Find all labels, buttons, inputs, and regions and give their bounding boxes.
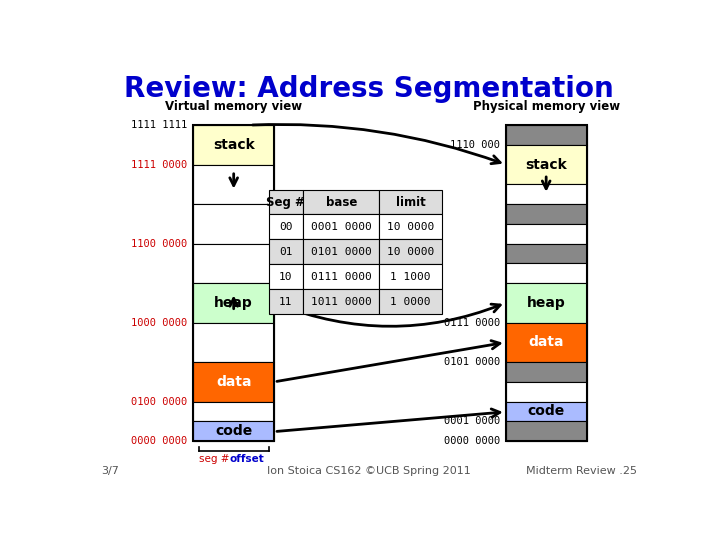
Bar — [505, 362, 587, 382]
Bar — [379, 289, 441, 314]
Bar — [505, 224, 587, 244]
Bar — [505, 382, 587, 402]
Text: 10 0000: 10 0000 — [387, 247, 434, 257]
Bar — [303, 190, 379, 214]
Text: 10: 10 — [279, 272, 292, 282]
Text: Virtual memory view: Virtual memory view — [165, 99, 302, 113]
Bar — [269, 214, 303, 239]
Text: heap: heap — [527, 296, 565, 310]
Text: 1000 0000: 1000 0000 — [131, 318, 188, 328]
Bar — [269, 289, 303, 314]
Text: data: data — [528, 335, 564, 349]
Bar — [505, 184, 587, 204]
Text: 0100 0000: 0100 0000 — [131, 396, 188, 407]
Bar — [505, 244, 587, 264]
Bar — [193, 125, 274, 165]
Text: data: data — [216, 375, 251, 389]
Bar — [193, 165, 274, 204]
Text: 0101 0000: 0101 0000 — [444, 357, 500, 367]
Bar — [193, 322, 274, 362]
Bar — [379, 265, 441, 289]
Text: code: code — [528, 404, 564, 418]
Text: heap: heap — [215, 296, 253, 310]
Bar — [193, 362, 274, 402]
Text: Midterm Review .25: Midterm Review .25 — [526, 467, 637, 476]
Bar — [193, 283, 274, 322]
Bar — [505, 402, 587, 421]
Bar — [303, 289, 379, 314]
Bar — [269, 265, 303, 289]
Text: limit: limit — [395, 195, 426, 208]
Text: 0001 0000: 0001 0000 — [311, 222, 372, 232]
Bar — [505, 421, 587, 441]
Text: 3/7: 3/7 — [101, 467, 119, 476]
Text: 10 0000: 10 0000 — [387, 222, 434, 232]
Bar — [193, 402, 274, 421]
Text: 1111 0000: 1111 0000 — [131, 160, 188, 170]
Text: 01: 01 — [279, 247, 292, 257]
Text: 1011 0000: 1011 0000 — [311, 297, 372, 307]
Bar — [379, 214, 441, 239]
Bar — [193, 421, 274, 441]
Bar — [269, 190, 303, 214]
Bar — [193, 204, 274, 244]
Text: 1110 000: 1110 000 — [450, 140, 500, 150]
Text: 1 0000: 1 0000 — [390, 297, 431, 307]
Bar — [193, 244, 274, 283]
Text: Ion Stoica CS162 ©UCB Spring 2011: Ion Stoica CS162 ©UCB Spring 2011 — [267, 467, 471, 476]
Text: offset: offset — [230, 454, 264, 463]
Bar — [505, 125, 587, 145]
Bar — [303, 214, 379, 239]
Text: 1 1000: 1 1000 — [390, 272, 431, 282]
Bar — [303, 239, 379, 265]
Text: 0000 0000: 0000 0000 — [131, 436, 188, 446]
Text: 0111 0000: 0111 0000 — [311, 272, 372, 282]
Text: seg #: seg # — [199, 454, 229, 463]
Bar — [505, 322, 587, 362]
Text: Review: Address Segmentation: Review: Address Segmentation — [124, 75, 614, 103]
Bar — [379, 190, 441, 214]
Text: 1111 1111: 1111 1111 — [131, 120, 188, 130]
Text: code: code — [215, 424, 252, 438]
Text: 11: 11 — [279, 297, 292, 307]
Bar — [379, 239, 441, 265]
Bar — [193, 125, 274, 441]
Text: Physical memory view: Physical memory view — [472, 99, 620, 113]
Text: 1100 0000: 1100 0000 — [131, 239, 188, 248]
Bar — [269, 239, 303, 265]
Text: Seg #: Seg # — [266, 195, 305, 208]
Bar — [505, 204, 587, 224]
Text: 0001 0000: 0001 0000 — [444, 416, 500, 427]
Bar — [505, 283, 587, 322]
Text: 00: 00 — [279, 222, 292, 232]
Bar — [505, 264, 587, 283]
Text: 0000 0000: 0000 0000 — [444, 436, 500, 446]
Bar — [505, 145, 587, 184]
Text: stack: stack — [213, 138, 255, 152]
Bar — [303, 265, 379, 289]
Text: 0111 0000: 0111 0000 — [444, 318, 500, 328]
Text: 0101 0000: 0101 0000 — [311, 247, 372, 257]
Text: stack: stack — [526, 158, 567, 172]
Bar — [505, 125, 587, 441]
Text: base: base — [325, 195, 357, 208]
